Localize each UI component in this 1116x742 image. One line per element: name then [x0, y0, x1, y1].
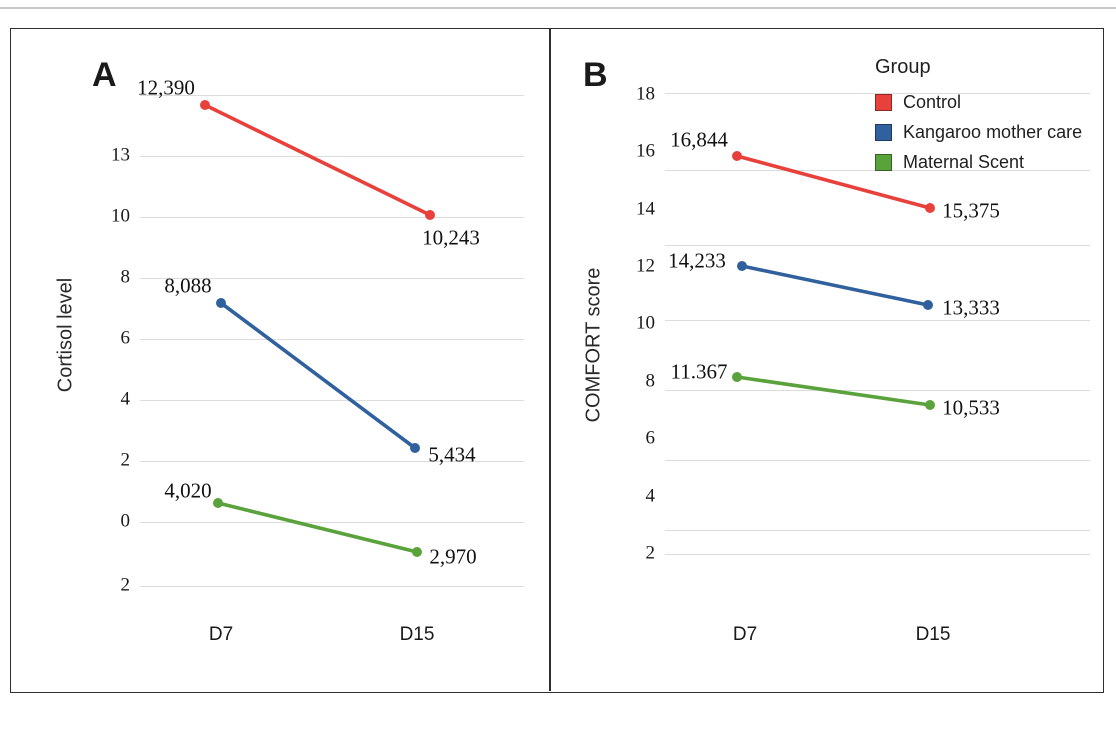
y-tick-label: 6	[645, 427, 656, 449]
gridline	[665, 245, 1090, 246]
gridline	[140, 400, 524, 401]
top-rule	[0, 7, 1116, 9]
gridline	[665, 320, 1090, 321]
data-label-kangaroo-mother-care: 14,233	[668, 248, 726, 273]
y-axis-title-a: Cortisol level	[54, 277, 77, 393]
gridline	[665, 390, 1090, 391]
y-tick-label: 2	[120, 574, 131, 596]
y-tick-label: 4	[120, 388, 131, 410]
gridline	[140, 339, 524, 340]
legend-item-maternal-scent: Maternal Scent	[875, 147, 1082, 177]
y-tick-label: 2	[120, 449, 131, 471]
gridline	[665, 530, 1090, 531]
y-tick-label: 12	[636, 255, 655, 277]
legend-item-label: Control	[903, 91, 962, 112]
y-tick-label: 4	[645, 485, 656, 507]
data-label-kangaroo-mother-care: 13,333	[942, 295, 1000, 320]
legend-item-label: Kangaroo mother care	[903, 121, 1083, 142]
data-label-control: 10,243	[422, 225, 480, 250]
data-label-control: 16,844	[670, 127, 728, 152]
legend-item-control: Control	[875, 87, 1082, 117]
gridline	[140, 461, 524, 462]
gridline	[140, 586, 524, 587]
y-tick-label: 8	[120, 266, 131, 288]
y-tick-label: 10	[636, 312, 655, 334]
y-tick-label: 13	[111, 144, 130, 166]
data-label-kangaroo-mother-care: 5,434	[428, 442, 476, 467]
data-label-kangaroo-mother-care: 8,088	[164, 273, 212, 298]
x-tick-label: D7	[208, 624, 234, 645]
y-tick-label: 0	[120, 510, 131, 532]
figure-border	[10, 28, 1104, 693]
data-label-maternal-scent: 2,970	[429, 544, 477, 569]
y-tick-label: 2	[645, 542, 656, 564]
legend-swatch-icon	[875, 93, 892, 111]
data-label-control: 12,390	[137, 75, 195, 100]
panel-b-letter: B	[583, 56, 608, 94]
data-label-maternal-scent: 4,020	[164, 478, 212, 503]
legend-swatch-icon	[875, 123, 892, 141]
y-tick-label: 16	[636, 140, 655, 162]
y-tick-label: 8	[645, 370, 656, 392]
legend: Group Control Kangaroo mother care Materna…	[875, 56, 1082, 177]
panel-divider	[549, 28, 551, 691]
gridline	[140, 522, 524, 523]
data-label-control: 15,375	[942, 198, 1000, 223]
x-tick-label: D7	[732, 624, 758, 645]
data-label-maternal-scent: 11.367	[670, 359, 728, 384]
legend-item-kangaroo-mother-care: Kangaroo mother care	[875, 117, 1082, 147]
y-tick-label: 6	[120, 327, 131, 349]
gridline	[665, 460, 1090, 461]
x-tick-label: D15	[915, 624, 951, 645]
gridline	[665, 554, 1090, 555]
y-tick-label: 10	[111, 205, 130, 227]
gridline	[140, 217, 524, 218]
data-label-maternal-scent: 10,533	[942, 395, 1000, 420]
x-tick-label: D15	[399, 624, 435, 645]
legend-swatch-icon	[875, 153, 892, 171]
y-axis-title-b: COMFORT score	[582, 267, 605, 423]
gridline	[140, 95, 524, 96]
gridline	[140, 156, 524, 157]
legend-item-label: Maternal Scent	[903, 151, 1025, 172]
gridline	[140, 278, 524, 279]
legend-title: Group	[875, 56, 931, 78]
y-tick-label: 14	[636, 198, 655, 220]
y-tick-label: 18	[636, 83, 655, 105]
panel-a-letter: A	[92, 56, 117, 94]
